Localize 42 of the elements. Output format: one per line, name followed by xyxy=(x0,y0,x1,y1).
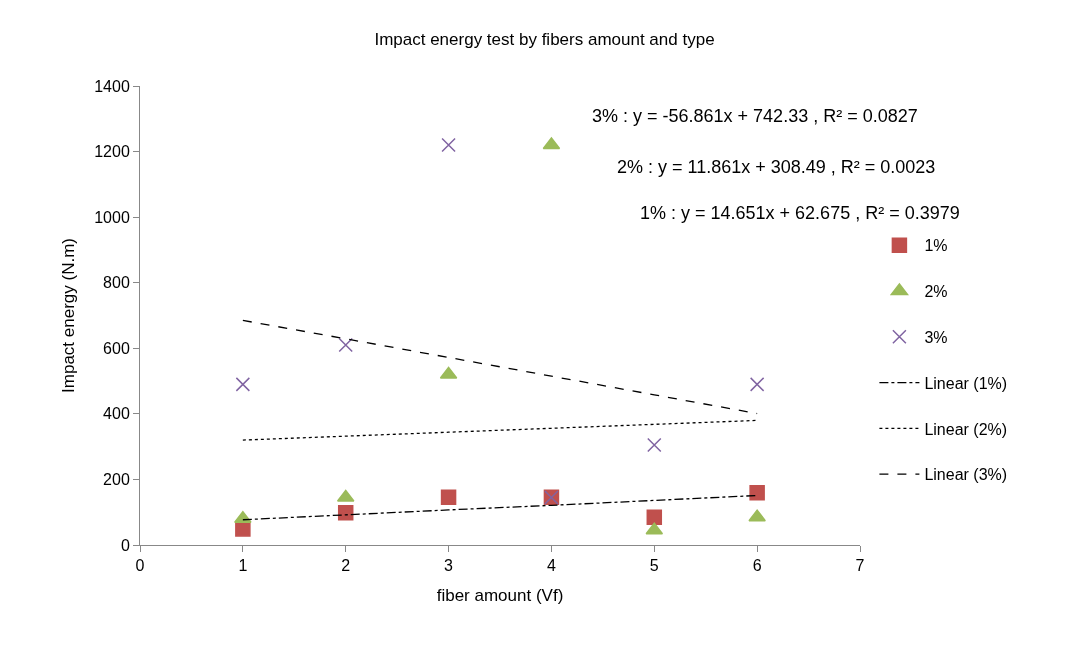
x-tick-label: 0 xyxy=(135,557,145,575)
x-axis-title: fiber amount (Vf) xyxy=(436,585,564,605)
legend-label: Linear (3%) xyxy=(924,466,1008,484)
y-axis-title: Impact energy (N.m) xyxy=(58,238,78,393)
y-tick-label: 600 xyxy=(103,339,130,357)
x-tick-label: 6 xyxy=(752,557,762,575)
point xyxy=(338,337,353,353)
point xyxy=(235,521,251,537)
x-tick-label: 4 xyxy=(546,557,556,575)
legend-label: 2% xyxy=(924,283,948,301)
y-tick-label: 1000 xyxy=(94,208,130,226)
line-series xyxy=(242,419,758,441)
point xyxy=(647,437,662,453)
point xyxy=(749,485,765,501)
point xyxy=(235,377,251,392)
y-tick-label: 400 xyxy=(103,405,130,423)
point xyxy=(749,377,765,392)
y-tick-label: 200 xyxy=(103,471,130,489)
point xyxy=(646,509,663,525)
y-tick-label: 0 xyxy=(120,536,130,554)
annotation: 2% : y = 11.861x + 308.49 , R² = 0.0023 xyxy=(617,157,936,177)
legend-label: 3% xyxy=(924,329,948,347)
y-tick-label: 1400 xyxy=(94,77,130,95)
annotation: 1% : y = 14.651x + 62.675 , R² = 0.3979 xyxy=(640,203,960,223)
point xyxy=(748,509,766,522)
x-tick-label: 7 xyxy=(855,557,865,575)
x-tick-label: 1 xyxy=(238,557,248,575)
legend-label: Linear (2%) xyxy=(924,420,1008,438)
x-tick-label: 3 xyxy=(444,557,454,575)
x-tick-label: 5 xyxy=(649,557,659,575)
x-tick-label: 2 xyxy=(341,557,351,575)
line-series xyxy=(242,319,758,415)
chart-title: Impact energy test by fibers amount and type xyxy=(374,30,715,50)
legend-label: Linear (1%) xyxy=(924,374,1008,392)
y-tick-label: 800 xyxy=(103,274,130,292)
point xyxy=(337,505,354,521)
point xyxy=(441,137,456,153)
point xyxy=(234,511,252,524)
annotation: 3% : y = -56.861x + 742.33 , R² = 0.0827 xyxy=(592,106,918,126)
point xyxy=(440,489,457,505)
legend-label: 1% xyxy=(924,237,948,255)
y-tick-label: 1200 xyxy=(94,143,130,161)
